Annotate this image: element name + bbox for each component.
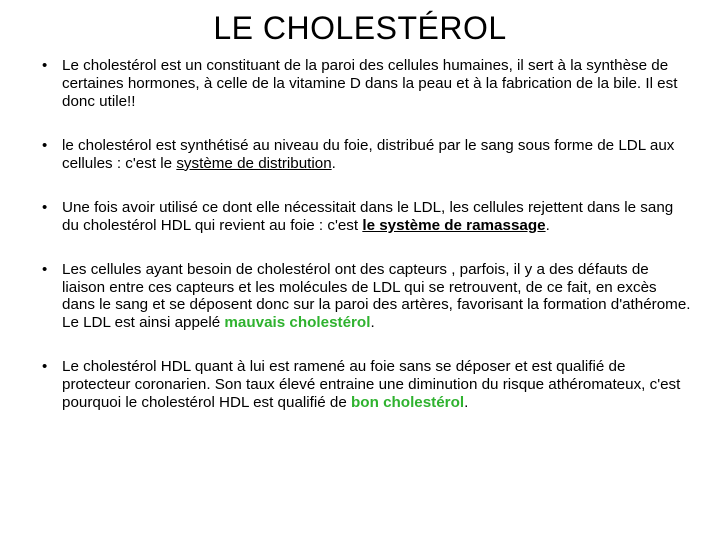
text-run: Les cellules ayant besoin de cholestérol… xyxy=(62,261,690,332)
list-item: le cholestérol est synthétisé au niveau … xyxy=(38,137,692,173)
text-run: le cholestérol est synthétisé au niveau … xyxy=(62,137,674,172)
slide: LE CHOLESTÉROL Le cholestérol est un con… xyxy=(0,0,720,540)
text-run: . xyxy=(370,314,374,331)
text-run: système de distribution xyxy=(176,155,331,172)
list-item: Le cholestérol HDL quant à lui est ramen… xyxy=(38,358,692,412)
text-run: . xyxy=(546,217,550,234)
list-item: Une fois avoir utilisé ce dont elle néce… xyxy=(38,199,692,235)
page-title: LE CHOLESTÉROL xyxy=(88,10,632,47)
text-run: le système de ramassage xyxy=(362,217,545,234)
text-run: . xyxy=(464,394,468,411)
text-run: mauvais cholestérol xyxy=(224,314,370,331)
list-item: Les cellules ayant besoin de cholestérol… xyxy=(38,261,692,333)
text-run: bon cholestérol xyxy=(351,394,464,411)
list-item: Le cholestérol est un constituant de la … xyxy=(38,57,692,111)
text-run: . xyxy=(332,155,336,172)
text-run: Le cholestérol est un constituant de la … xyxy=(62,57,677,110)
bullet-list: Le cholestérol est un constituant de la … xyxy=(28,57,692,412)
